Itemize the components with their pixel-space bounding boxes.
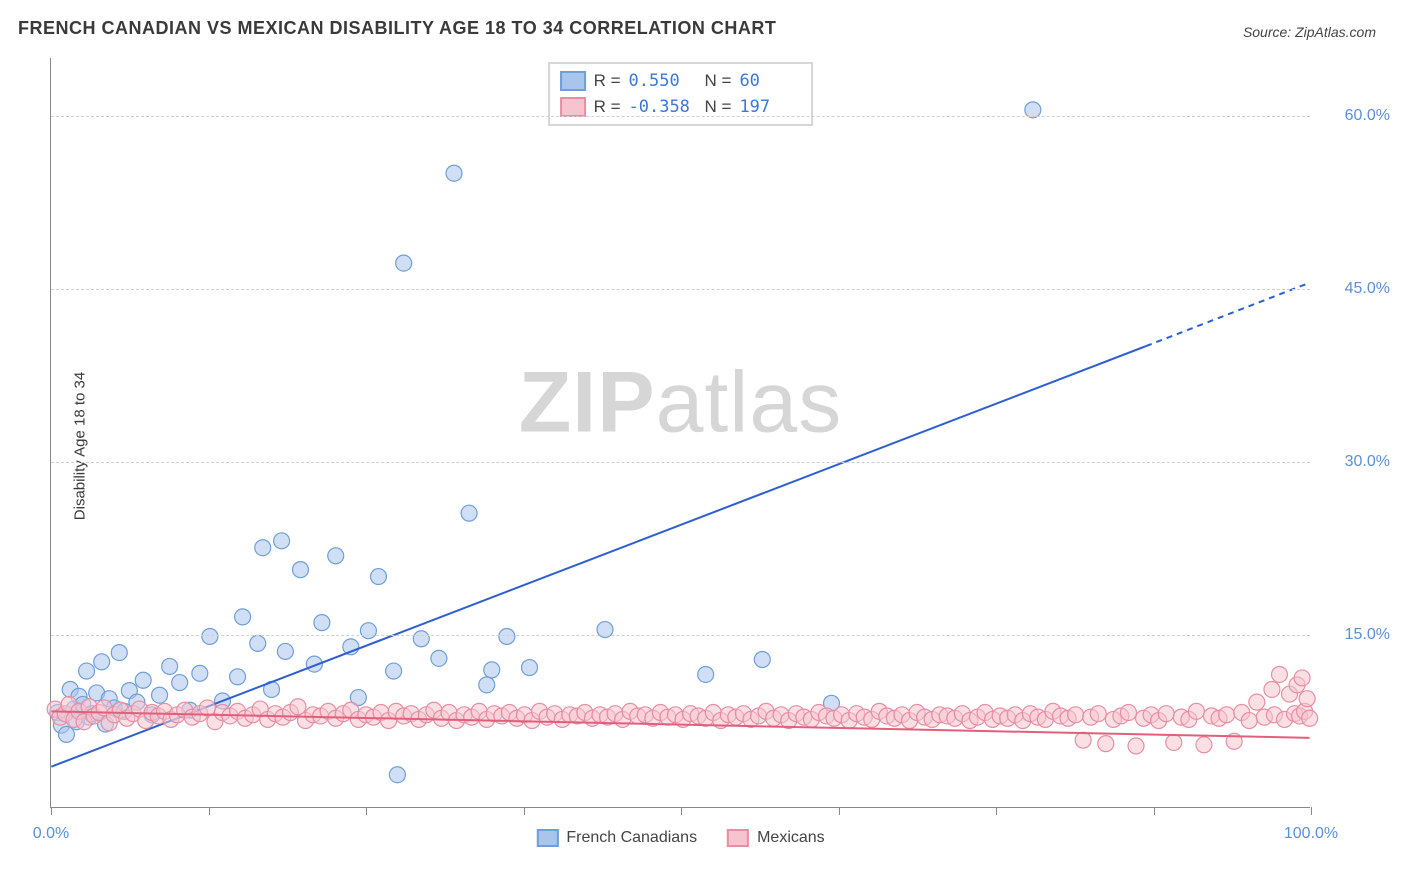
scatter-point-french_canadians: [698, 666, 714, 682]
scatter-point-mexicans: [1075, 732, 1091, 748]
swatch-mexican: [560, 97, 586, 117]
r-value-french: 0.550: [629, 71, 691, 91]
scatter-point-french_canadians: [499, 628, 515, 644]
scatter-point-mexicans: [1264, 681, 1280, 697]
scatter-point-french_canadians: [79, 663, 95, 679]
gridline: [51, 116, 1310, 117]
series-legend: French Canadians Mexicans: [536, 829, 824, 847]
chart-title: FRENCH CANADIAN VS MEXICAN DISABILITY AG…: [18, 18, 776, 39]
scatter-point-mexicans: [1068, 707, 1084, 723]
scatter-point-french_canadians: [461, 505, 477, 521]
xtick-label: 100.0%: [1284, 825, 1338, 843]
swatch-french-bottom: [536, 829, 558, 847]
scatter-point-french_canadians: [192, 665, 208, 681]
scatter-point-french_canadians: [371, 569, 387, 585]
scatter-point-mexicans: [1271, 666, 1287, 682]
xtick: [1154, 807, 1155, 815]
scatter-point-mexicans: [1120, 705, 1136, 721]
r-label: R =: [594, 97, 621, 117]
legend-label-mexican: Mexicans: [757, 829, 825, 847]
scatter-point-french_canadians: [250, 635, 266, 651]
scatter-point-french_canadians: [389, 767, 405, 783]
scatter-point-french_canadians: [413, 631, 429, 647]
ytick-label: 60.0%: [1345, 107, 1390, 125]
scatter-point-mexicans: [1219, 707, 1235, 723]
n-value-mexican: 197: [739, 97, 801, 117]
n-label: N =: [705, 71, 732, 91]
xtick: [839, 807, 840, 815]
scatter-point-french_canadians: [396, 255, 412, 271]
xtick: [209, 807, 210, 815]
source-attribution: Source: ZipAtlas.com: [1243, 24, 1376, 40]
scatter-point-french_canadians: [274, 533, 290, 549]
ytick-label: 45.0%: [1345, 280, 1390, 298]
n-value-french: 60: [739, 71, 801, 91]
scatter-point-mexicans: [1098, 736, 1114, 752]
scatter-point-french_canadians: [152, 687, 168, 703]
xtick: [366, 807, 367, 815]
scatter-point-mexicans: [1294, 670, 1310, 686]
scatter-point-french_canadians: [202, 628, 218, 644]
scatter-point-french_canadians: [328, 548, 344, 564]
scatter-point-mexicans: [1188, 703, 1204, 719]
swatch-mexican-bottom: [727, 829, 749, 847]
r-value-mexican: -0.358: [629, 97, 691, 117]
scatter-point-french_canadians: [94, 654, 110, 670]
plot-svg: [51, 58, 1310, 807]
scatter-point-mexicans: [1302, 710, 1318, 726]
gridline: [51, 635, 1310, 636]
scatter-point-french_canadians: [230, 669, 246, 685]
scatter-point-mexicans: [1166, 734, 1182, 750]
gridline: [51, 289, 1310, 290]
scatter-point-mexicans: [1158, 706, 1174, 722]
legend-item-mexican: Mexicans: [727, 829, 825, 847]
legend-item-french: French Canadians: [536, 829, 697, 847]
scatter-point-french_canadians: [111, 645, 127, 661]
xtick: [524, 807, 525, 815]
scatter-point-french_canadians: [484, 662, 500, 678]
xtick: [681, 807, 682, 815]
scatter-point-mexicans: [1090, 706, 1106, 722]
n-label: N =: [705, 97, 732, 117]
r-label: R =: [594, 71, 621, 91]
scatter-point-french_canadians: [172, 675, 188, 691]
ytick-label: 15.0%: [1345, 626, 1390, 644]
scatter-point-french_canadians: [292, 562, 308, 578]
scatter-point-french_canadians: [277, 643, 293, 659]
legend-label-french: French Canadians: [566, 829, 697, 847]
xtick: [51, 807, 52, 815]
scatter-point-french_canadians: [522, 660, 538, 676]
scatter-point-french_canadians: [446, 165, 462, 181]
plot-area: ZIPatlas R = 0.550 N = 60 R = -0.358 N =…: [50, 58, 1310, 808]
scatter-point-mexicans: [1249, 694, 1265, 710]
swatch-french: [560, 71, 586, 91]
scatter-point-mexicans: [1196, 737, 1212, 753]
scatter-point-mexicans: [1128, 738, 1144, 754]
scatter-point-french_canadians: [754, 652, 770, 668]
scatter-point-mexicans: [1299, 691, 1315, 707]
scatter-point-french_canadians: [255, 540, 271, 556]
chart-container: FRENCH CANADIAN VS MEXICAN DISABILITY AG…: [0, 0, 1406, 892]
scatter-point-french_canadians: [314, 615, 330, 631]
scatter-point-french_canadians: [162, 658, 178, 674]
trend-line-french_canadians: [51, 346, 1146, 767]
xtick: [1311, 807, 1312, 815]
xtick: [996, 807, 997, 815]
xtick-label: 0.0%: [33, 825, 69, 843]
scatter-point-french_canadians: [386, 663, 402, 679]
ytick-label: 30.0%: [1345, 453, 1390, 471]
scatter-point-french_canadians: [135, 672, 151, 688]
trend-line-dash-french_canadians: [1146, 283, 1310, 346]
scatter-point-french_canadians: [479, 677, 495, 693]
scatter-point-mexicans: [1241, 713, 1257, 729]
scatter-point-french_canadians: [431, 650, 447, 666]
gridline: [51, 462, 1310, 463]
legend-row-french: R = 0.550 N = 60: [560, 68, 802, 94]
scatter-point-french_canadians: [360, 623, 376, 639]
scatter-point-french_canadians: [235, 609, 251, 625]
